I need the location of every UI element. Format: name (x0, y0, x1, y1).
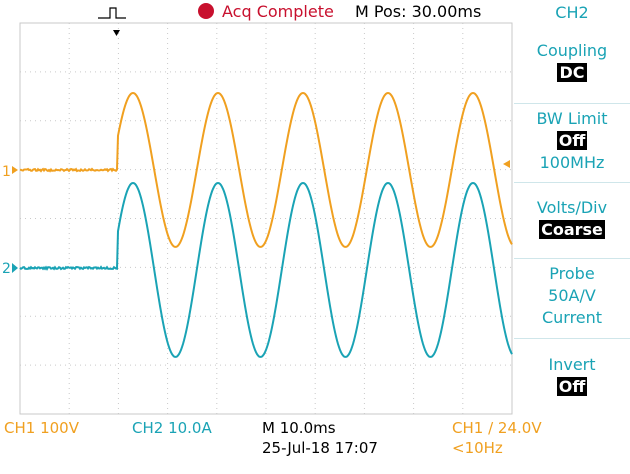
trigger-level: 24.0V (498, 419, 542, 437)
menu-divider (514, 103, 630, 104)
menu-divider (514, 182, 630, 183)
acq-status-dot-icon (197, 2, 215, 20)
trigger-arrow-icon (113, 30, 120, 36)
menu-coupling[interactable]: Coupling DC (514, 40, 630, 84)
timebase: M 10.0ms (262, 418, 336, 438)
menu-coupling-value: DC (557, 63, 586, 82)
trigger-slope-icon: / (488, 419, 493, 437)
graticule (20, 23, 512, 414)
menu-probe-ratio: 50A/V (514, 285, 630, 307)
ch2-marker-arrow-icon (12, 263, 18, 273)
ch1-marker-arrow-icon (12, 166, 18, 174)
menu-volts-div-value: Coarse (539, 220, 605, 239)
ch1-ground-marker: 1 (2, 164, 18, 180)
menu-coupling-label: Coupling (514, 40, 630, 62)
menu-bw-limit-value: Off (557, 131, 588, 150)
ch1-scale: CH1 100V (4, 418, 79, 438)
trigger-source: CH1 (452, 419, 483, 437)
menu-volts-div-label: Volts/Div (514, 197, 630, 219)
menu-bw-limit[interactable]: BW Limit Off 100MHz (514, 108, 630, 174)
menu-invert-value: Off (557, 377, 588, 396)
menu-invert-label: Invert (514, 354, 630, 376)
acquisition-status: Acq Complete (222, 2, 334, 21)
menu-divider (514, 258, 630, 259)
menu-invert[interactable]: Invert Off (514, 354, 630, 398)
ch1-marker-label: 1 (2, 164, 11, 180)
menu-bw-limit-extra: 100MHz (514, 152, 630, 174)
date-time: 25-Jul-18 17:07 (262, 438, 378, 458)
menu-probe-type: Current (514, 307, 630, 329)
menu-volts-div[interactable]: Volts/Div Coarse (514, 197, 630, 241)
menu-bw-limit-label: BW Limit (514, 108, 630, 130)
menu-title: CH2 (514, 2, 630, 24)
trigger-readout: CH1 / 24.0V (452, 418, 542, 438)
trigger-position-marker (98, 8, 126, 36)
menu-divider (514, 338, 630, 339)
menu-probe[interactable]: Probe 50A/V Current (514, 263, 630, 329)
trigger-pulse-icon (98, 8, 126, 18)
main-position: M Pos: 30.00ms (355, 2, 481, 21)
ch2-waveform (20, 183, 512, 357)
ch2-marker-label: 2 (2, 261, 11, 277)
trigger-frequency: <10Hz (452, 438, 503, 458)
ch2-ground-marker: 2 (2, 261, 18, 277)
ch2-scale: CH2 10.0A (132, 418, 212, 438)
trigger-level-arrow-icon (503, 160, 510, 168)
menu-probe-label: Probe (514, 263, 630, 285)
